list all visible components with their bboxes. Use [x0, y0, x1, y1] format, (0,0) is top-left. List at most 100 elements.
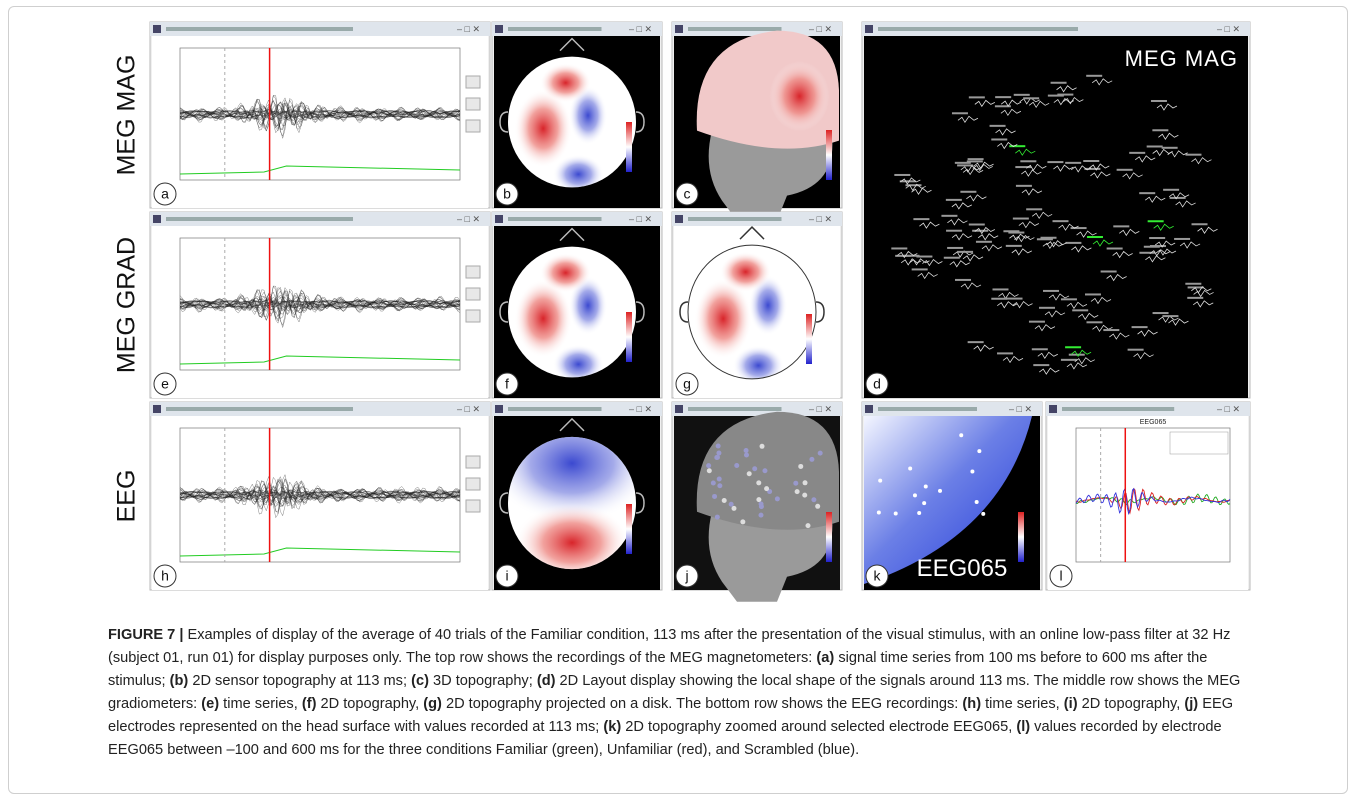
sensor-label [1139, 192, 1155, 194]
sensor-label [995, 96, 1011, 98]
tool-button [466, 120, 480, 132]
sensor-label [1187, 297, 1203, 299]
sensor-label [1007, 298, 1023, 300]
title-icon [675, 25, 683, 33]
electrode [711, 481, 716, 486]
sensor-label [947, 247, 963, 249]
title-icon [495, 215, 503, 223]
sensor-label [1072, 309, 1088, 311]
sensor-label [1147, 145, 1163, 147]
electrode [809, 457, 814, 462]
panel: – □ ✕g [672, 212, 842, 398]
title-icon [495, 405, 503, 413]
title-icon [153, 405, 161, 413]
electrode [734, 463, 739, 468]
electrode [716, 444, 721, 449]
sensor-label [1192, 223, 1208, 225]
caption-bold: (i) [1064, 696, 1078, 712]
sensor-label [960, 191, 976, 193]
title-text [688, 27, 782, 31]
panel-letter: b [503, 186, 511, 202]
tool-button [466, 310, 480, 322]
sensor-label [1016, 185, 1032, 187]
sensor-label [1026, 208, 1042, 210]
sensor-label [976, 241, 992, 243]
colorbar [1018, 512, 1024, 562]
sensor-label [1020, 160, 1036, 162]
sensor-label [1107, 248, 1123, 250]
electrode [924, 484, 928, 488]
colorbar [826, 130, 832, 180]
sensor-label [1006, 245, 1022, 247]
tool-button [466, 456, 480, 468]
blob [540, 253, 591, 292]
tool-button [466, 266, 480, 278]
sensor-label [1087, 236, 1103, 238]
row-label: MEG GRAD [113, 237, 141, 373]
tool-button [466, 76, 480, 88]
sensor-label [1086, 75, 1102, 77]
electrode [977, 449, 981, 453]
title-text [508, 407, 602, 411]
caption-text: time series, [219, 696, 302, 712]
sensor-label [1129, 152, 1145, 154]
title-icon [1049, 405, 1057, 413]
caption-bold: (k) [603, 719, 621, 735]
electrode [752, 466, 757, 471]
electrode [894, 512, 898, 516]
panel-letter: k [874, 568, 882, 584]
panel-letter: e [161, 376, 169, 392]
electrode [818, 451, 823, 456]
panel: – □ ✕EEG065l [1046, 402, 1250, 590]
sensor-label [967, 160, 983, 162]
electrode [878, 479, 882, 483]
sensor-label [1061, 298, 1077, 300]
panel: – □ ✕j [672, 402, 842, 602]
title-icon [153, 25, 161, 33]
sensor-label [990, 125, 1006, 127]
colorbar [626, 122, 632, 172]
sensor-label [1185, 154, 1201, 156]
electrode [759, 501, 764, 506]
electrode [717, 483, 722, 488]
electrode [803, 480, 808, 485]
sensor-label [1051, 82, 1067, 84]
panel-letter: f [505, 376, 509, 392]
plot-bg [152, 226, 488, 398]
sensor-label [1065, 346, 1081, 348]
panel-letter: h [161, 568, 169, 584]
electrode [756, 497, 761, 502]
electrode [744, 448, 749, 453]
legend [1170, 432, 1228, 454]
electrode [970, 470, 974, 474]
title-text [508, 217, 602, 221]
sensor-label [968, 158, 984, 160]
caption-text: 2D topography projected on a disk. The b… [442, 696, 963, 712]
caption-bold: (h) [962, 696, 981, 712]
sensor-label [1048, 95, 1064, 97]
sensor-label [1149, 237, 1165, 239]
window-buttons: – □ ✕ [457, 214, 480, 224]
sensor-label [1162, 147, 1178, 149]
caption-bold: (e) [201, 696, 219, 712]
sensor-label [1103, 329, 1119, 331]
sensor-label [1139, 252, 1155, 254]
sensor-label [1037, 238, 1053, 240]
electrode [805, 523, 810, 528]
overlay-label: EEG065 [917, 555, 1008, 582]
electrode [917, 511, 921, 515]
sensor-label [1163, 189, 1179, 191]
window-buttons: – □ ✕ [457, 24, 480, 34]
sensor-label [1053, 220, 1069, 222]
panel-letter: d [873, 376, 881, 392]
window-buttons: – □ ✕ [1217, 24, 1240, 34]
electrode [740, 519, 745, 524]
caption-bold: (j) [1184, 696, 1198, 712]
sensor-label [1039, 307, 1055, 309]
sensor-label [955, 279, 971, 281]
caption-text: time series, [981, 696, 1064, 712]
colorbar [826, 512, 832, 562]
caption-bold: (c) [411, 673, 429, 689]
electrode [716, 451, 721, 456]
window-buttons: – □ ✕ [1217, 404, 1240, 414]
